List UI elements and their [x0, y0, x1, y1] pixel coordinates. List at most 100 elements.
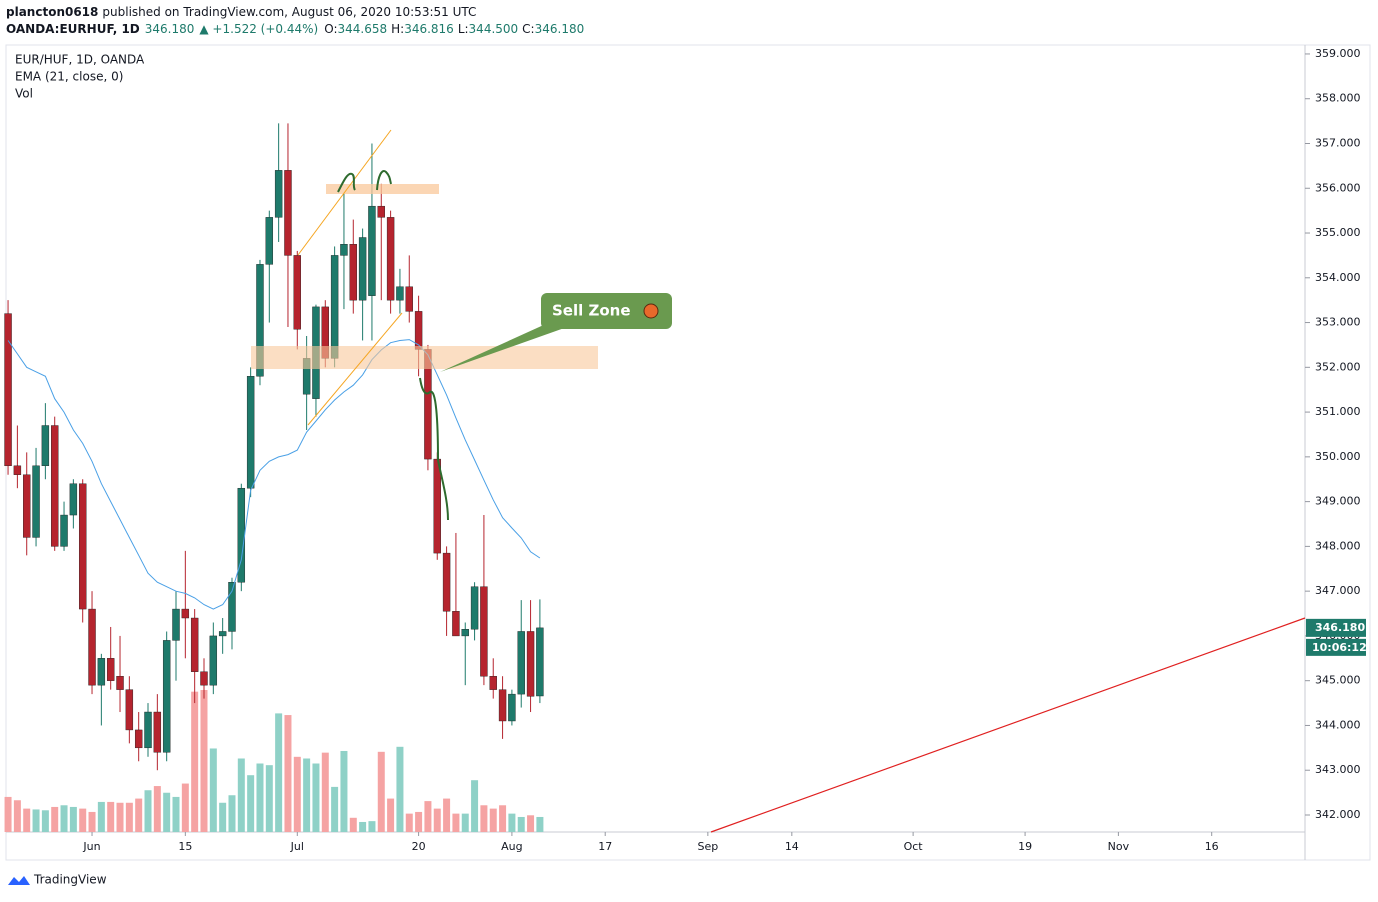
candle-body [153, 711, 162, 753]
volume-bar [321, 752, 329, 832]
volume-bar [443, 798, 451, 832]
trend-line [307, 312, 403, 426]
author: plancton0618 [6, 5, 98, 19]
candle-body [246, 376, 255, 489]
volume-bar [191, 691, 199, 832]
volume-bar [97, 801, 105, 832]
candle-body [218, 631, 227, 637]
candle-body [134, 729, 143, 749]
candle-body [200, 671, 208, 686]
candle-body [358, 237, 367, 301]
drawings: Sell Zone [251, 129, 1306, 833]
logo-mark [8, 876, 30, 885]
volume-bar [172, 796, 180, 832]
candle-body [508, 693, 516, 722]
chart-title: EUR/HUF, 1D, OANDA [15, 53, 145, 67]
candle-body [181, 608, 190, 619]
marks: 342.000343.000344.000345.000346.000347.0… [4, 47, 1367, 853]
candle-body [274, 170, 283, 218]
volume-bar [480, 805, 488, 832]
candle-body [386, 217, 395, 301]
candle-body [405, 286, 413, 312]
volume-bar [499, 805, 507, 832]
callout [541, 293, 672, 329]
y-tick-label: 359.000 [1315, 47, 1361, 60]
volume-bar [377, 751, 385, 832]
candle-body [172, 608, 180, 641]
candle-body [209, 635, 218, 686]
candle-body [452, 611, 460, 637]
volume-bar [163, 792, 171, 832]
volume-bar [181, 783, 189, 832]
candle-body [498, 689, 507, 722]
volume-bar [461, 813, 469, 832]
candle-body [517, 631, 525, 695]
candle-body [470, 586, 479, 630]
volume-bar [256, 763, 264, 832]
x-tick-label: 14 [785, 840, 799, 853]
countdown: 10:06:12 [1312, 641, 1367, 654]
y-tick-label: 349.000 [1315, 495, 1361, 508]
candle-body [377, 205, 385, 218]
volume-bar [228, 795, 236, 832]
x-tick-label: 17 [598, 840, 612, 853]
volume-bar [396, 746, 404, 832]
last-price-box [1306, 618, 1366, 637]
volume-bar [284, 715, 292, 832]
ohlc-value: 346.180 [535, 22, 585, 36]
callout-text: Sell Zone [552, 302, 631, 320]
ohlc-key: C: [522, 22, 534, 36]
volume-bar [293, 756, 301, 832]
x-tick-label: Nov [1108, 840, 1130, 853]
brand: TradingView [33, 873, 107, 887]
y-tick-label: 345.000 [1315, 674, 1361, 687]
candle-body [78, 483, 87, 610]
candle-body [256, 264, 264, 377]
candle-body [116, 676, 124, 690]
volume-bar [219, 802, 227, 832]
candle-body [97, 658, 106, 686]
candle-body [265, 217, 274, 265]
candle-body [536, 627, 544, 697]
zone [326, 184, 439, 194]
logo: TradingView [8, 873, 107, 887]
candle-body [88, 608, 96, 686]
ema-line [7, 339, 541, 610]
volume-bar [536, 816, 544, 832]
y-tick-label: 343.000 [1315, 763, 1361, 776]
y-tick-label: 357.000 [1315, 136, 1361, 149]
symbol: OANDA:EURHUF, 1D [6, 22, 140, 36]
sell-zone [251, 346, 598, 369]
y-tick-label: 358.000 [1315, 92, 1361, 105]
candle-body [330, 255, 339, 359]
y-tick-label: 355.000 [1315, 226, 1361, 239]
y-tick-label: 353.000 [1315, 316, 1361, 329]
sketch [376, 170, 392, 191]
candle-body [433, 458, 441, 554]
volume-bar [41, 810, 49, 832]
candle-body [23, 474, 31, 538]
candle-body [69, 483, 78, 516]
y-tick-label: 356.000 [1315, 181, 1361, 194]
candle-body [489, 676, 497, 690]
volume-bar [489, 808, 497, 832]
sketch [337, 172, 356, 193]
ohlc-value: 344.658 [337, 22, 387, 36]
volume-bar [387, 798, 395, 832]
volume-bar [116, 802, 124, 832]
volume-bar [424, 801, 432, 832]
volume-bar [153, 786, 161, 832]
volume-bar [349, 817, 357, 832]
published: published on TradingView.com, August 06,… [102, 5, 476, 19]
candle-body [190, 617, 199, 672]
y-tick-label: 352.000 [1315, 360, 1361, 373]
volume-bar [135, 798, 143, 832]
candle-body [368, 205, 376, 296]
candle-body [396, 286, 404, 301]
volume-bar [23, 808, 31, 832]
volume-bar [265, 765, 273, 832]
candle-body [293, 255, 301, 330]
candle-body [32, 465, 40, 538]
